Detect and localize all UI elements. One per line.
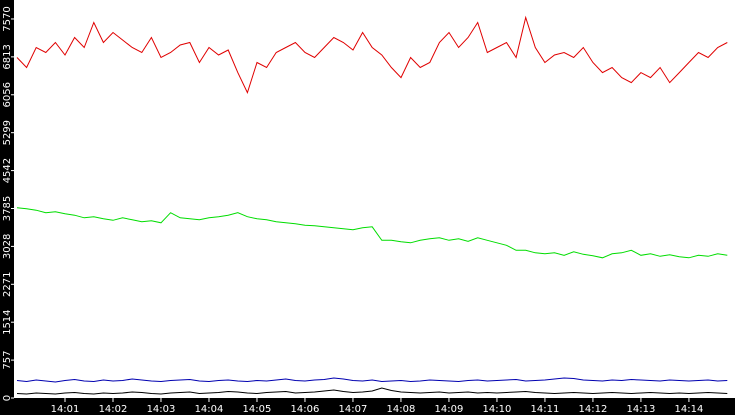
x-tick-label: 14:04 [195,404,224,415]
x-tick-label: 14:01 [51,404,80,415]
x-tick-label: 14:07 [339,404,368,415]
y-tick-label: 6056 [2,82,13,107]
x-tick-label: 14:13 [627,404,656,415]
series-line [16,207,728,259]
y-tick-label: 1514 [2,309,13,334]
y-tick-label: 7570 [2,6,13,31]
x-tick-label: 14:10 [483,404,512,415]
y-tick-label: 757 [2,351,13,370]
x-axis-strip [0,398,735,415]
x-tick-label: 14:11 [531,404,560,415]
x-tick-label: 14:05 [243,404,272,415]
x-tick-label: 14:02 [99,404,128,415]
series-line [16,15,728,94]
x-tick-label: 14:09 [435,404,464,415]
y-tick-label: 6813 [2,44,13,69]
y-axis-strip [0,0,14,415]
x-tick-label: 14:06 [291,404,320,415]
y-tick-label: 2271 [2,272,13,297]
series-line [16,377,728,383]
y-tick-label: 3785 [2,196,13,221]
x-tick-label: 14:12 [579,404,608,415]
x-tick-label: 14:03 [147,404,176,415]
x-tick-label: 14:08 [387,404,416,415]
x-tick-label: 14:14 [675,404,704,415]
series-line [16,387,728,395]
y-tick-label: 3028 [2,234,13,259]
y-tick-label: 4542 [2,158,13,183]
y-tick-label: 5299 [2,120,13,145]
y-tick-label: 0 [2,395,13,401]
